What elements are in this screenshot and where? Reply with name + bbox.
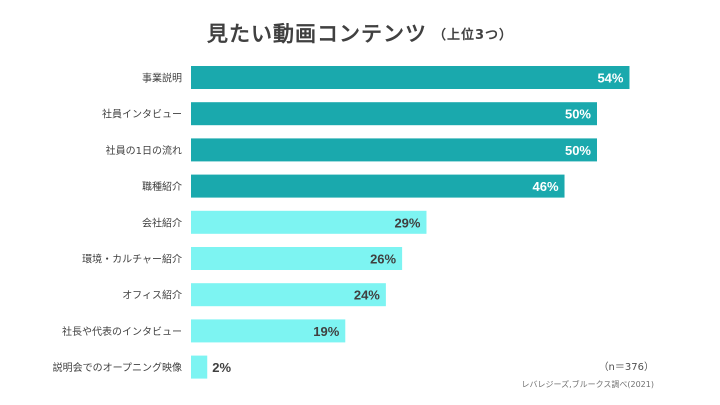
category-label: 社員の1日の流れ: [106, 144, 182, 157]
category-label: 社長や代表のインタビュー: [62, 325, 182, 338]
category-label: 環境・カルチャー紹介: [82, 253, 182, 266]
sample-size-note: （n＝376）: [598, 362, 654, 373]
value-label: 50%: [565, 143, 591, 158]
value-label: 19%: [313, 324, 339, 339]
bar-1: [191, 66, 630, 89]
bar-5: [191, 210, 427, 234]
category-label: 説明会でのオープニング映像: [53, 361, 182, 374]
bar-7: [191, 283, 386, 307]
value-label: 2%: [212, 360, 231, 375]
category-label: 職種紹介: [142, 180, 182, 193]
bar-6: [191, 247, 403, 270]
category-label: 会社紹介: [142, 216, 182, 229]
chart-subtitle: （上位3つ）: [432, 27, 514, 43]
bar-9: [191, 355, 208, 379]
bar-4: [191, 174, 565, 198]
value-label: 54%: [597, 71, 623, 86]
bar-2: [191, 102, 597, 126]
category-label: オフィス紹介: [122, 289, 182, 302]
chart-title: 見たい動画コンテンツ: [206, 22, 427, 46]
value-label: 50%: [565, 107, 591, 122]
source-note: レバレジーズ,ブルークス調べ(2021): [521, 380, 654, 389]
bar-8: [191, 319, 346, 343]
value-label: 46%: [532, 179, 558, 194]
chart-title-block: 見たい動画コンテンツ （上位3つ）: [0, 18, 720, 48]
value-label: 24%: [354, 288, 380, 303]
value-label: 29%: [394, 215, 420, 230]
category-label: 事業説明: [142, 72, 182, 85]
bar-3: [191, 138, 597, 162]
value-label: 26%: [370, 252, 396, 267]
category-label: 社員インタビュー: [102, 108, 182, 121]
